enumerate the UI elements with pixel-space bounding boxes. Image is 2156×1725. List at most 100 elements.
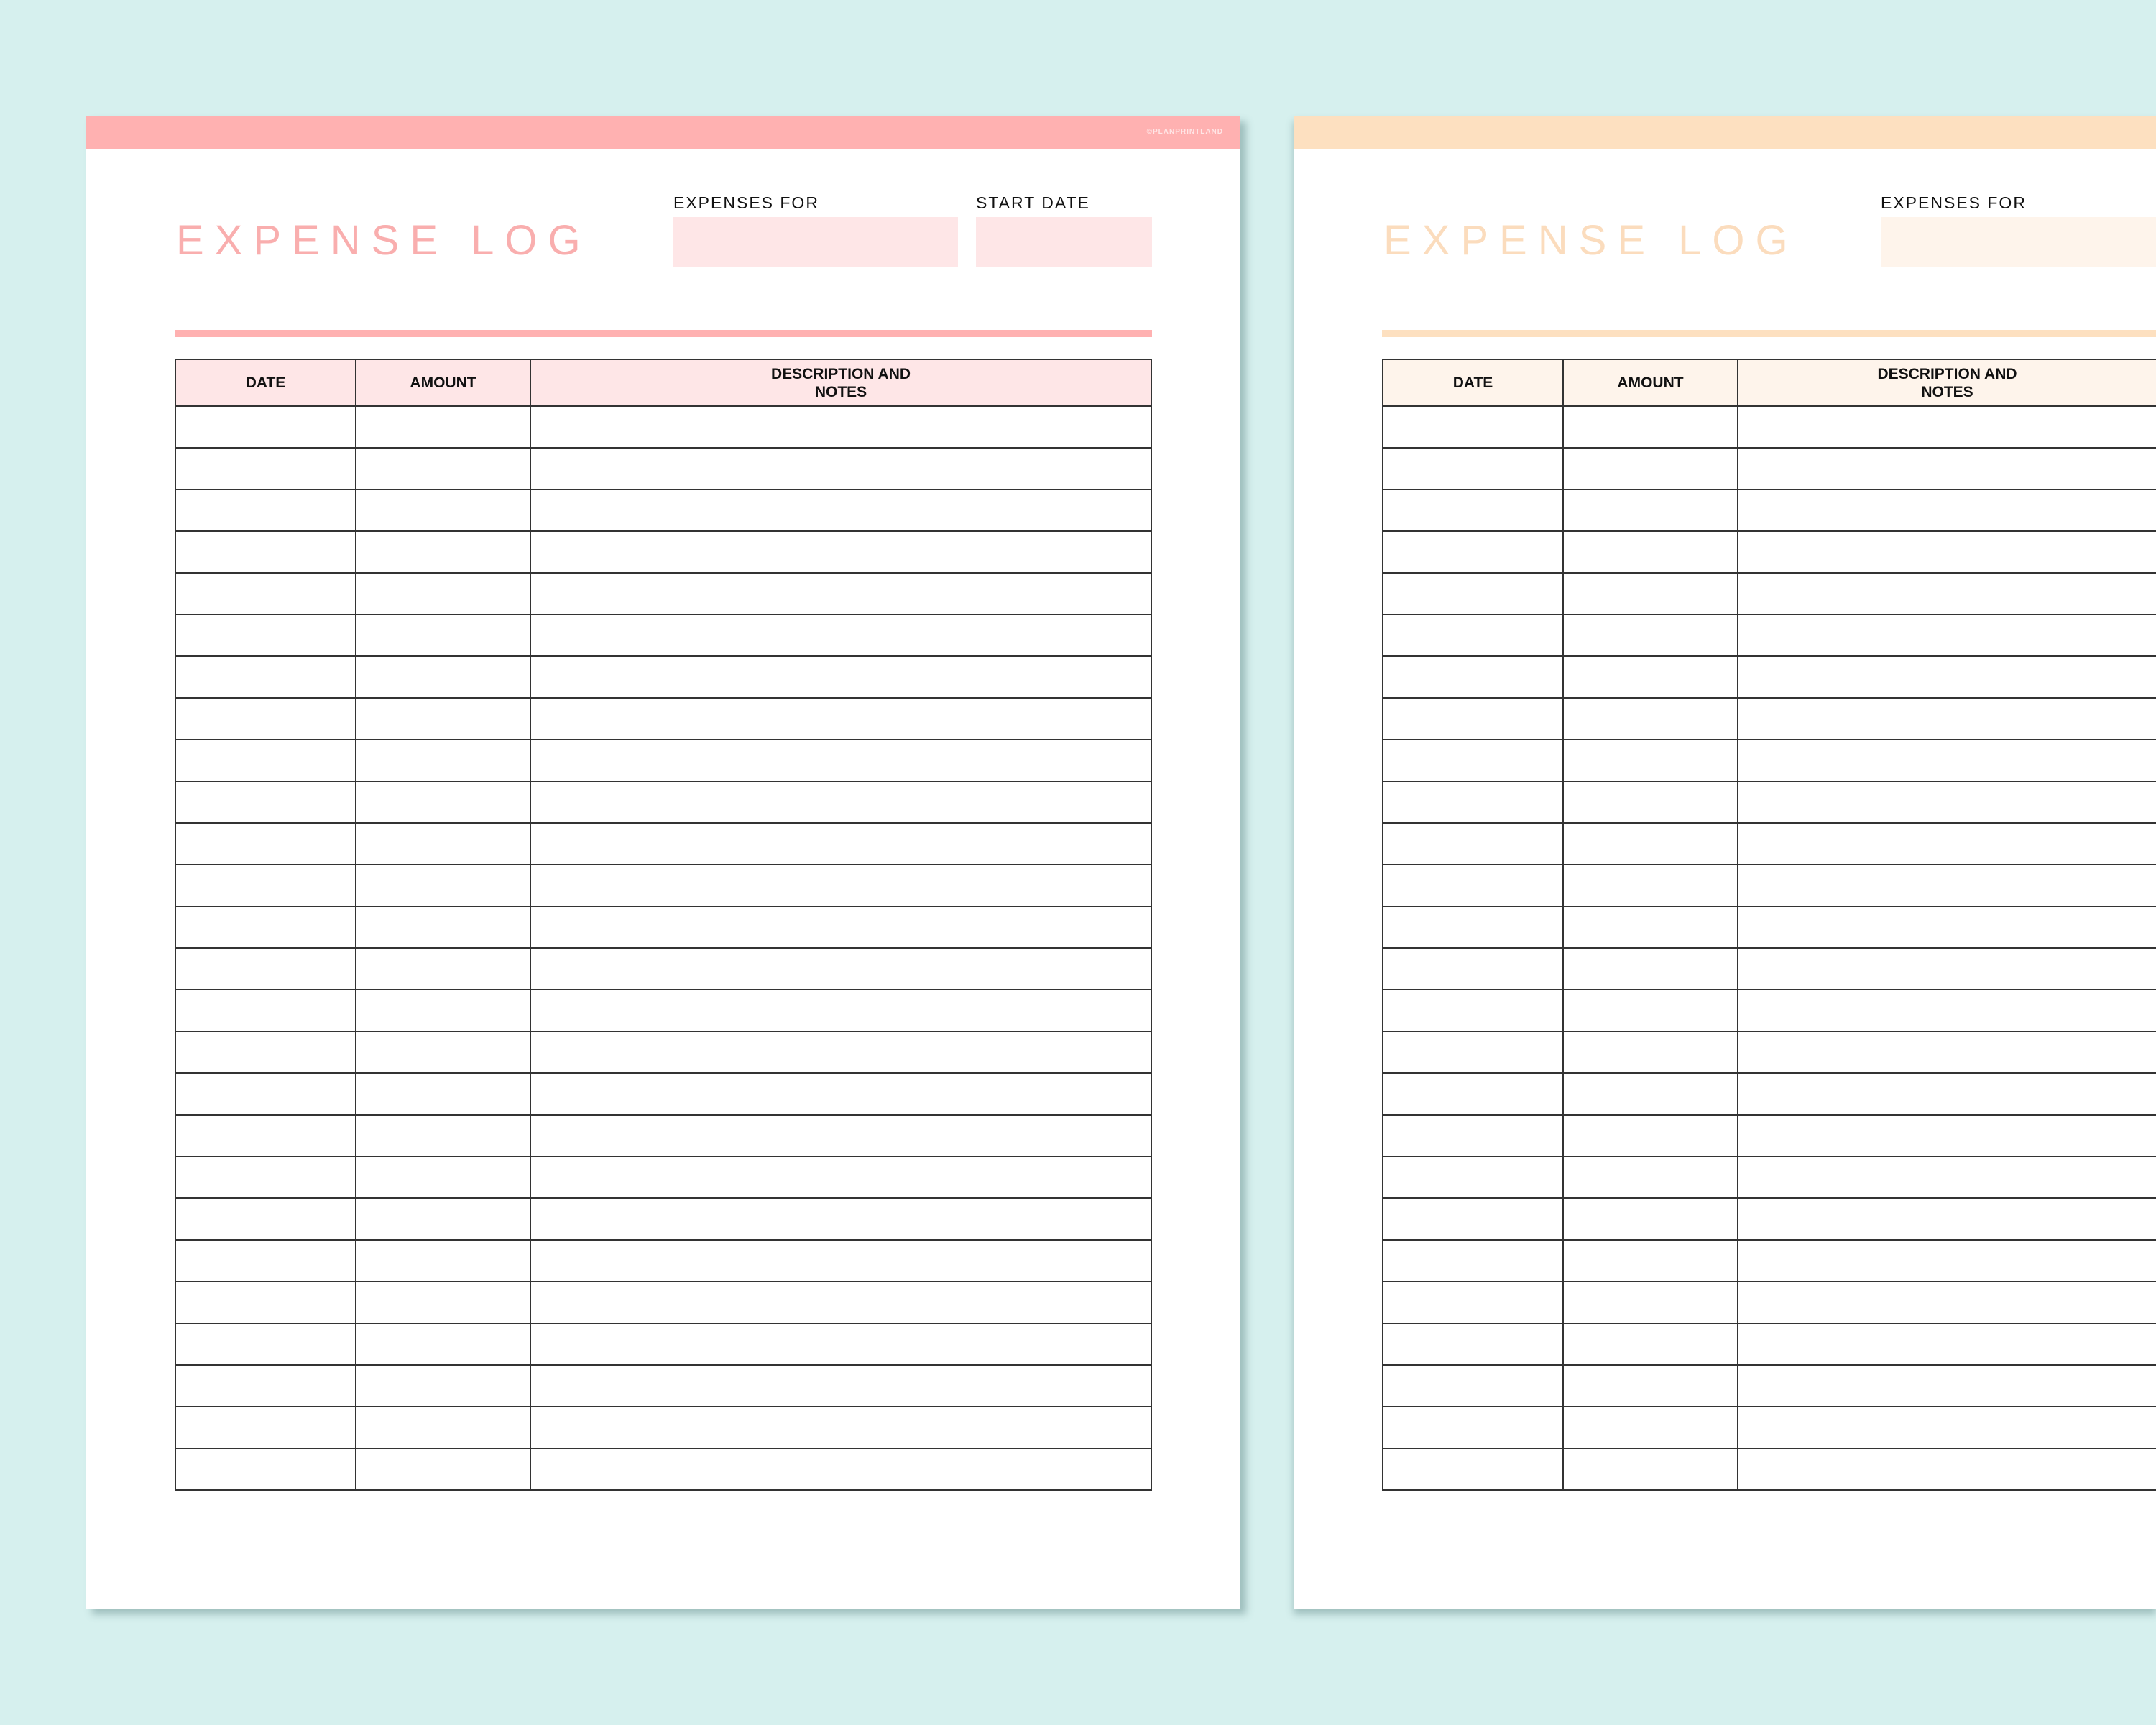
date-cell[interactable] bbox=[175, 989, 356, 1032]
amount-cell[interactable] bbox=[1562, 781, 1738, 824]
date-cell[interactable] bbox=[1382, 656, 1564, 699]
description-cell[interactable] bbox=[1737, 1197, 2156, 1241]
amount-cell[interactable] bbox=[1562, 1448, 1738, 1491]
date-cell[interactable] bbox=[175, 1197, 356, 1241]
date-cell[interactable] bbox=[175, 1114, 356, 1157]
description-cell[interactable] bbox=[530, 1072, 1152, 1116]
description-cell[interactable] bbox=[1737, 1072, 2156, 1116]
amount-cell[interactable] bbox=[1562, 614, 1738, 657]
amount-cell[interactable] bbox=[1562, 947, 1738, 990]
date-cell[interactable] bbox=[1382, 1281, 1564, 1324]
description-cell[interactable] bbox=[530, 489, 1152, 532]
date-cell[interactable] bbox=[1382, 1114, 1564, 1157]
date-cell[interactable] bbox=[175, 1364, 356, 1407]
amount-cell[interactable] bbox=[355, 697, 531, 740]
amount-cell[interactable] bbox=[1562, 530, 1738, 574]
description-cell[interactable] bbox=[1737, 1114, 2156, 1157]
date-cell[interactable] bbox=[1382, 989, 1564, 1032]
amount-cell[interactable] bbox=[355, 656, 531, 699]
amount-cell[interactable] bbox=[355, 781, 531, 824]
description-cell[interactable] bbox=[530, 822, 1152, 865]
date-cell[interactable] bbox=[1382, 1322, 1564, 1366]
description-cell[interactable] bbox=[1737, 572, 2156, 615]
amount-cell[interactable] bbox=[1562, 447, 1738, 490]
description-cell[interactable] bbox=[530, 1239, 1152, 1282]
amount-cell[interactable] bbox=[1562, 1072, 1738, 1116]
amount-cell[interactable] bbox=[355, 1406, 531, 1449]
description-cell[interactable] bbox=[1737, 447, 2156, 490]
description-cell[interactable] bbox=[1737, 1156, 2156, 1199]
description-cell[interactable] bbox=[530, 447, 1152, 490]
date-cell[interactable] bbox=[175, 447, 356, 490]
date-cell[interactable] bbox=[1382, 1197, 1564, 1241]
amount-cell[interactable] bbox=[1562, 405, 1738, 448]
amount-cell[interactable] bbox=[355, 1448, 531, 1491]
description-cell[interactable] bbox=[1737, 530, 2156, 574]
date-cell[interactable] bbox=[175, 906, 356, 949]
amount-cell[interactable] bbox=[355, 822, 531, 865]
amount-cell[interactable] bbox=[1562, 739, 1738, 782]
amount-cell[interactable] bbox=[1562, 1239, 1738, 1282]
date-cell[interactable] bbox=[1382, 1448, 1564, 1491]
date-cell[interactable] bbox=[175, 1072, 356, 1116]
description-cell[interactable] bbox=[1737, 822, 2156, 865]
description-cell[interactable] bbox=[530, 1156, 1152, 1199]
amount-cell[interactable] bbox=[1562, 1364, 1738, 1407]
amount-cell[interactable] bbox=[355, 1072, 531, 1116]
description-cell[interactable] bbox=[530, 1197, 1152, 1241]
date-cell[interactable] bbox=[175, 614, 356, 657]
description-cell[interactable] bbox=[1737, 697, 2156, 740]
amount-cell[interactable] bbox=[1562, 489, 1738, 532]
date-cell[interactable] bbox=[1382, 405, 1564, 448]
description-cell[interactable] bbox=[530, 1322, 1152, 1366]
date-cell[interactable] bbox=[1382, 864, 1564, 907]
date-cell[interactable] bbox=[1382, 1239, 1564, 1282]
amount-cell[interactable] bbox=[355, 447, 531, 490]
amount-cell[interactable] bbox=[1562, 697, 1738, 740]
description-cell[interactable] bbox=[530, 405, 1152, 448]
amount-cell[interactable] bbox=[1562, 1322, 1738, 1366]
amount-cell[interactable] bbox=[355, 989, 531, 1032]
date-cell[interactable] bbox=[1382, 572, 1564, 615]
description-cell[interactable] bbox=[530, 1448, 1152, 1491]
amount-cell[interactable] bbox=[1562, 656, 1738, 699]
amount-cell[interactable] bbox=[355, 906, 531, 949]
description-cell[interactable] bbox=[530, 1281, 1152, 1324]
description-cell[interactable] bbox=[530, 947, 1152, 990]
date-cell[interactable] bbox=[1382, 614, 1564, 657]
description-cell[interactable] bbox=[530, 739, 1152, 782]
description-cell[interactable] bbox=[530, 656, 1152, 699]
amount-cell[interactable] bbox=[355, 1031, 531, 1074]
amount-cell[interactable] bbox=[355, 1156, 531, 1199]
date-cell[interactable] bbox=[175, 822, 356, 865]
date-cell[interactable] bbox=[1382, 822, 1564, 865]
date-cell[interactable] bbox=[175, 1031, 356, 1074]
description-cell[interactable] bbox=[1737, 1406, 2156, 1449]
description-cell[interactable] bbox=[530, 1114, 1152, 1157]
date-cell[interactable] bbox=[175, 1448, 356, 1491]
date-cell[interactable] bbox=[175, 1156, 356, 1199]
date-cell[interactable] bbox=[1382, 906, 1564, 949]
amount-cell[interactable] bbox=[355, 1281, 531, 1324]
date-cell[interactable] bbox=[1382, 781, 1564, 824]
amount-cell[interactable] bbox=[1562, 864, 1738, 907]
description-cell[interactable] bbox=[1737, 1448, 2156, 1491]
date-cell[interactable] bbox=[175, 697, 356, 740]
date-cell[interactable] bbox=[1382, 1364, 1564, 1407]
date-cell[interactable] bbox=[1382, 530, 1564, 574]
description-cell[interactable] bbox=[530, 989, 1152, 1032]
date-cell[interactable] bbox=[1382, 1156, 1564, 1199]
amount-cell[interactable] bbox=[355, 864, 531, 907]
date-cell[interactable] bbox=[175, 947, 356, 990]
amount-cell[interactable] bbox=[355, 1114, 531, 1157]
description-cell[interactable] bbox=[1737, 614, 2156, 657]
amount-cell[interactable] bbox=[355, 614, 531, 657]
date-cell[interactable] bbox=[1382, 1072, 1564, 1116]
date-cell[interactable] bbox=[175, 405, 356, 448]
description-cell[interactable] bbox=[1737, 1031, 2156, 1074]
date-cell[interactable] bbox=[1382, 697, 1564, 740]
date-cell[interactable] bbox=[175, 1322, 356, 1366]
date-cell[interactable] bbox=[1382, 489, 1564, 532]
description-cell[interactable] bbox=[530, 614, 1152, 657]
date-cell[interactable] bbox=[175, 1239, 356, 1282]
